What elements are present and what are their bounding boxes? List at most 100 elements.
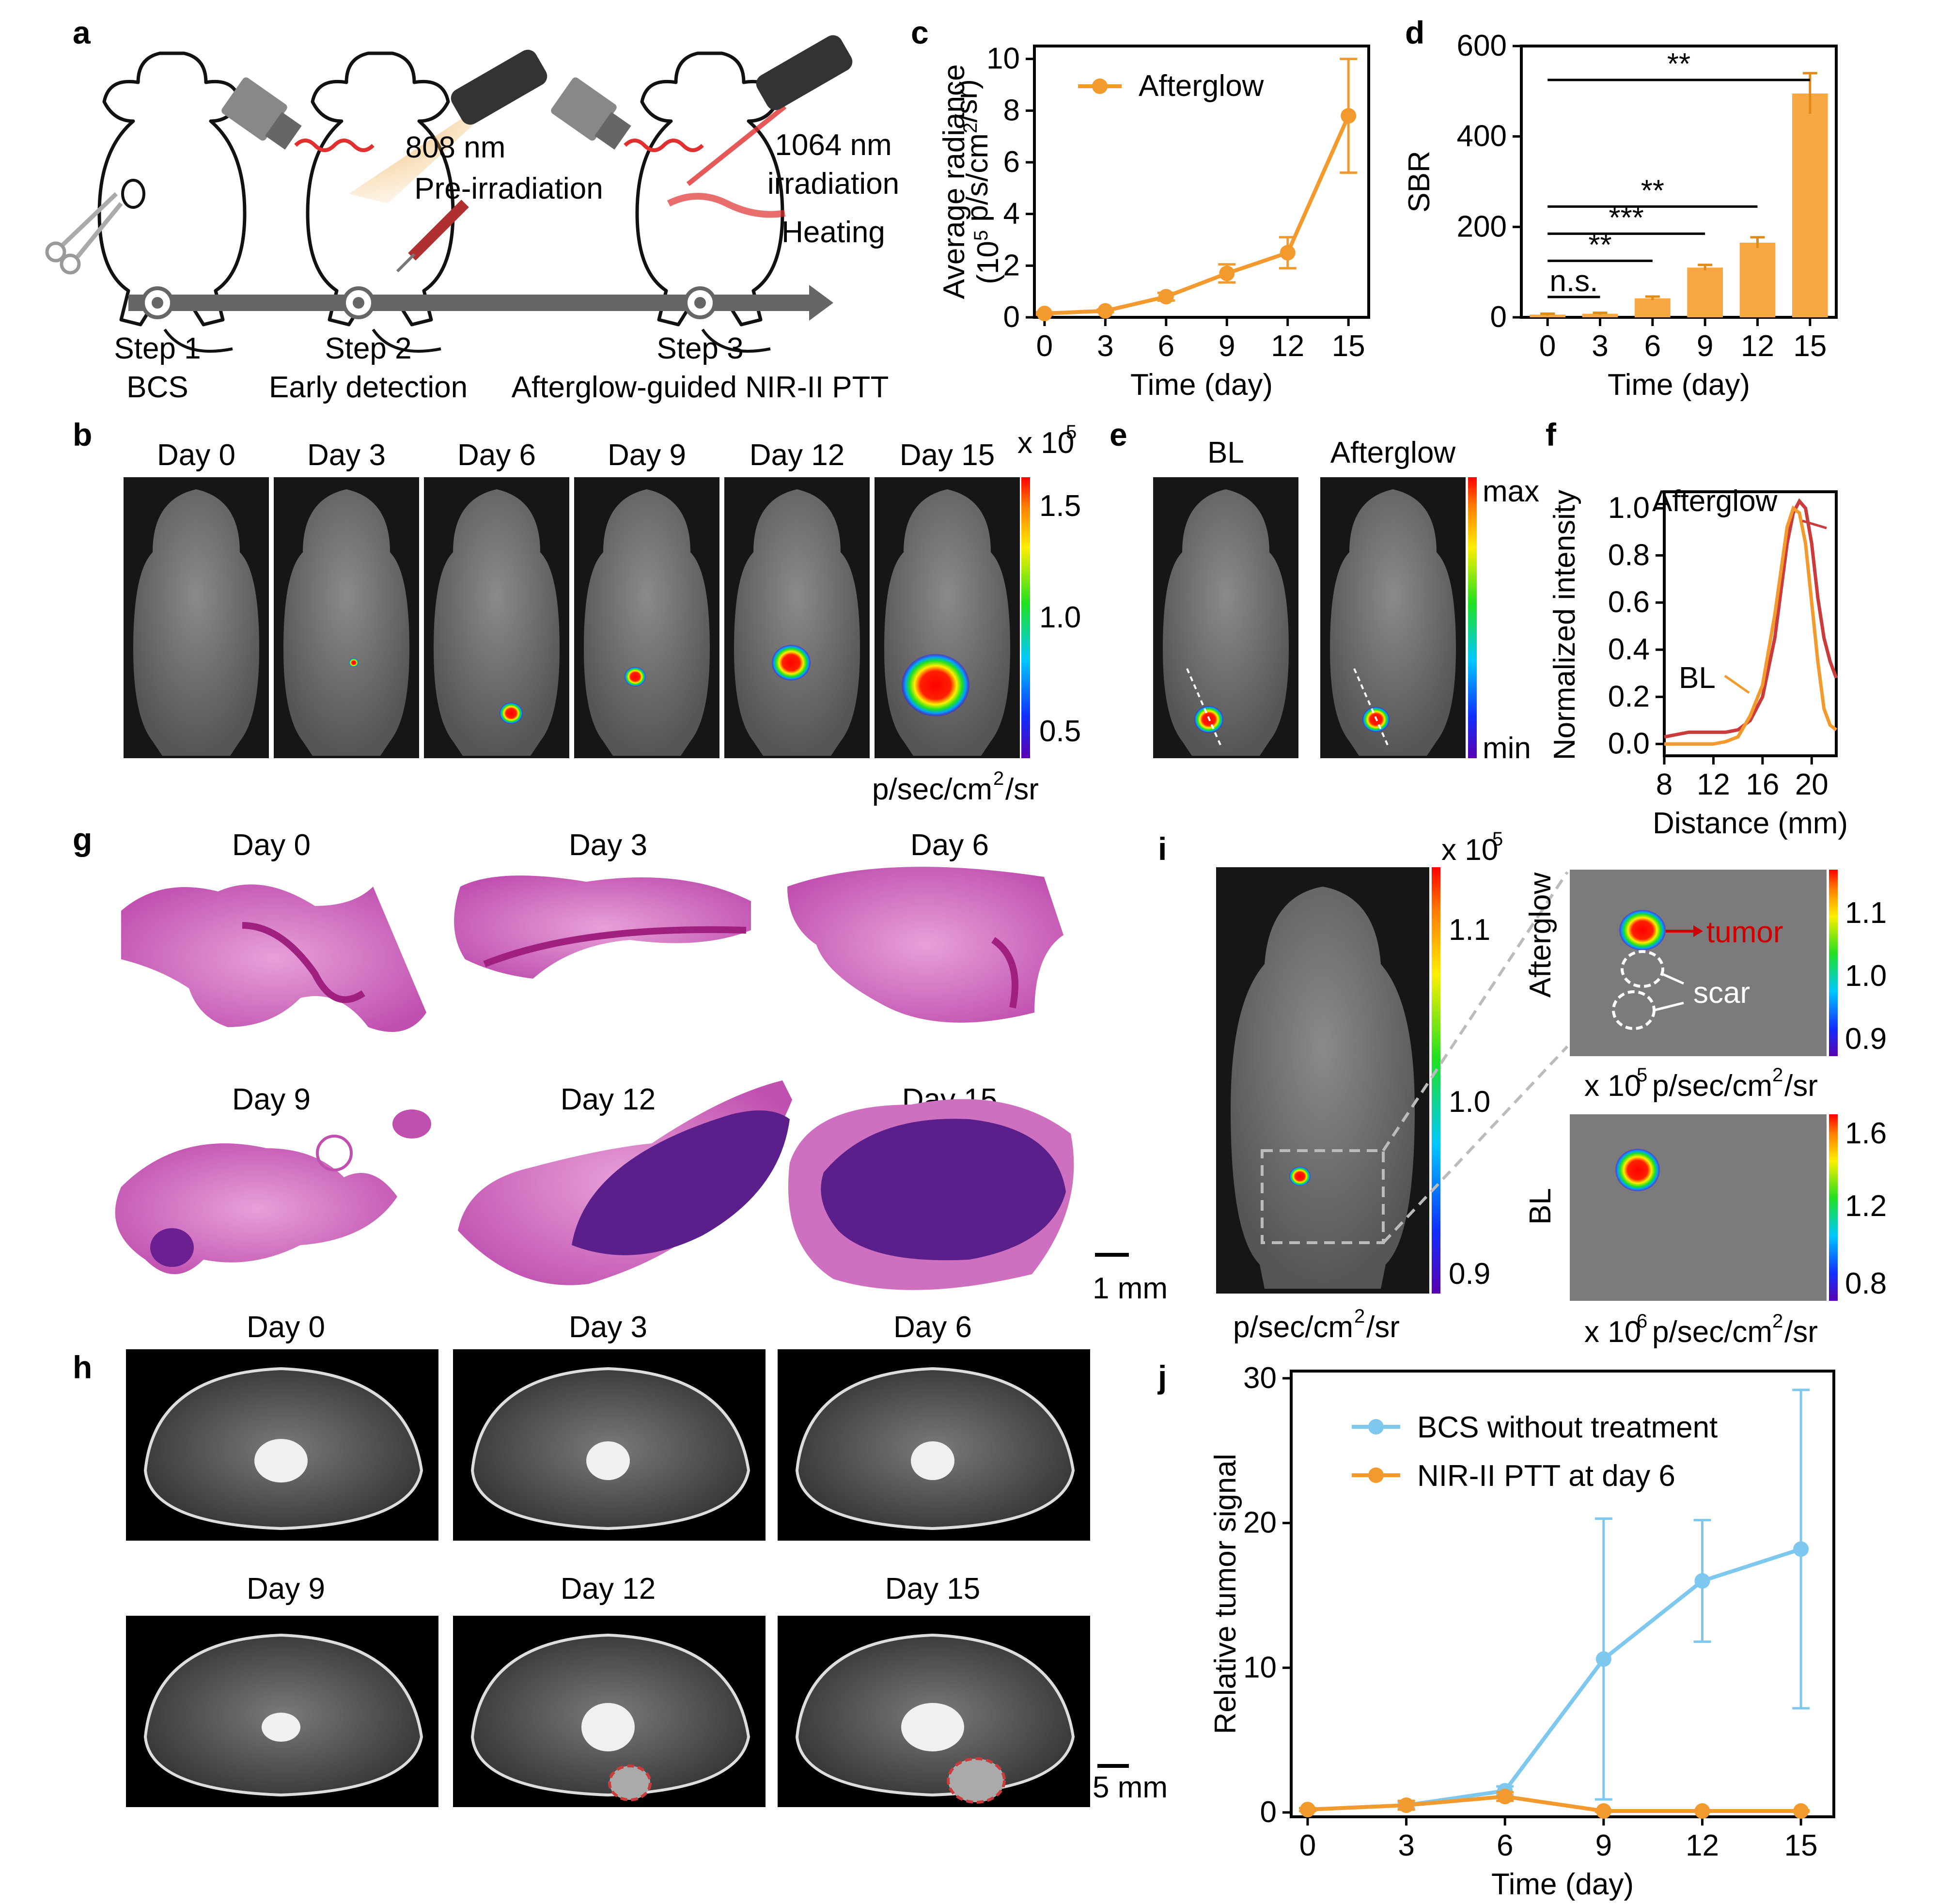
colorbar-tick: 1.0 [1449,1085,1490,1119]
e-title: BL [1207,436,1244,469]
series-annotation: Afterglow [1652,484,1778,518]
data-point [1398,1797,1414,1813]
b-photo-row: Day 0 Day 3 Day 6 Day 9 Day 12 Day 15 [124,438,1020,758]
emission-wave [294,139,375,152]
panel-e: e BL Afterglow max min [1110,417,1539,765]
i-afterglow-label: Afterglow [1524,873,1557,998]
y-tick-label: 0.2 [1608,680,1650,713]
plot-frame [1520,45,1838,319]
histology-day3 [454,875,751,979]
x-tick-label: 3 [1097,329,1113,363]
g-day: Day 9 [232,1083,311,1116]
superscript: 2 [960,123,981,133]
h-day: Day 0 [247,1311,325,1344]
unit-exp: 6 [1637,1311,1647,1332]
data-point [1694,1573,1710,1589]
series-line [1044,115,1350,315]
signal-blob [772,645,811,681]
panel-label: d [1405,15,1424,50]
timeline-node [684,286,717,319]
camera-icon [551,77,631,150]
x-tick-label: 12 [1686,1829,1719,1862]
x-tick-label: 9 [1595,1829,1612,1862]
y-axis-label: SBR [1403,151,1436,212]
e-photo-afterglow [1320,477,1466,758]
x-tick-label: 20 [1795,768,1829,801]
mri-bladder [586,1441,630,1480]
scale-label: 1 mm [1093,1272,1168,1305]
step-sub: Afterglow-guided NIR-II PTT [512,371,889,404]
unit-sup: 2 [1772,1064,1783,1086]
x-tick-label: 15 [1332,329,1365,363]
series-annotation: BL [1679,661,1716,695]
heating-label: Heating [781,216,885,249]
data-point [1097,303,1113,319]
mouse-silhouette [283,489,409,756]
x-tick-label: 9 [1219,329,1235,363]
beam-808-label: 808 nm [406,131,506,164]
scale-label: 5 mm [1093,1771,1168,1804]
i-bl-label: BL [1524,1188,1557,1225]
i-afterglow-zoom [1570,870,1827,1056]
b-day: Day 15 [900,438,995,472]
colorbar-tick: 0.5 [1039,715,1081,748]
b-day: Day 0 [157,438,235,472]
panel-h: h Day 0 Day 3 Day 6 Day 9 Day 12 Day 15 … [73,1311,1168,1807]
annotation-arrow [1802,519,1827,530]
b-day: Day 3 [307,438,386,472]
colorbar-tick: 1.2 [1845,1189,1887,1223]
y-tick-label: 0.0 [1608,727,1650,761]
y-tick-label: 600 [1457,29,1507,62]
scar-label: scar [1693,976,1750,1010]
mri-bladder [581,1703,635,1751]
x-tick-label: 3 [1398,1829,1414,1862]
mouse-silhouette [133,489,259,756]
colorbar-min: min [1483,732,1531,765]
i-colorbar-title: x 10 5 [1441,828,1503,867]
x-axis-label: Time (day) [1491,1868,1634,1901]
x-axis-label: Time (day) [1608,368,1750,402]
colorbar [1829,1114,1838,1301]
step-title: Step 2 [325,332,411,365]
x-tick-label: 0 [1036,329,1053,363]
unit-tail: /sr [1784,1069,1818,1103]
y-tick-label: 10 [986,42,1020,76]
y-tick-label: 4 [1003,197,1020,231]
step-sub: Early detection [269,371,468,404]
mri-bladder [901,1703,964,1751]
colorbar [1829,870,1838,1056]
bar [1635,298,1671,317]
colorbar-title: x 10 5 [1017,421,1077,460]
mri-bladder [911,1441,954,1480]
h-day: Day 3 [569,1311,647,1344]
panel-label: a [73,15,91,50]
x-tick-label: 12 [1697,768,1730,801]
timeline-arrow [809,285,833,321]
colorbar-max: max [1483,475,1539,508]
panel-a: a 808 nm Pre-irradi [45,15,899,404]
chart-j: 0 3 6 9 12 15 0 10 20 30 Time (day) Relative tumor … [1209,1361,1835,1901]
unit-main: p/sec/cm [872,773,992,806]
g-day: Day 6 [910,828,989,862]
series-line [1307,1795,1801,1813]
zoom-box [1261,1149,1385,1244]
unit-pre: x 10 [1584,1069,1641,1103]
h-day: Day 9 [247,1572,325,1606]
panel-f: f 8 12 16 20 0.0 0.2 0.4 0.6 0.8 1.0 Distance (mm)… [1546,417,1848,840]
panel-label: f [1546,417,1557,453]
panel-b: b Day 0 Day 3 Day 6 Day 9 Day 12 Day 15 x 10 … [73,417,1081,806]
y-tick-label: 0.4 [1608,633,1650,666]
b-day: Day 12 [750,438,844,472]
x-tick-label: 8 [1656,768,1672,801]
g-day: Day 12 [561,1083,656,1116]
x-tick-label: 16 [1746,768,1779,801]
y-tick-label: 0 [1260,1795,1277,1829]
legend-label: BCS without treatment [1417,1411,1718,1444]
significance-label: ** [1667,47,1690,81]
mri-bladder [254,1439,308,1483]
colorbar [1468,477,1477,758]
panel-label: c [911,15,929,50]
data-point [1280,245,1296,261]
data-point [1694,1803,1710,1819]
